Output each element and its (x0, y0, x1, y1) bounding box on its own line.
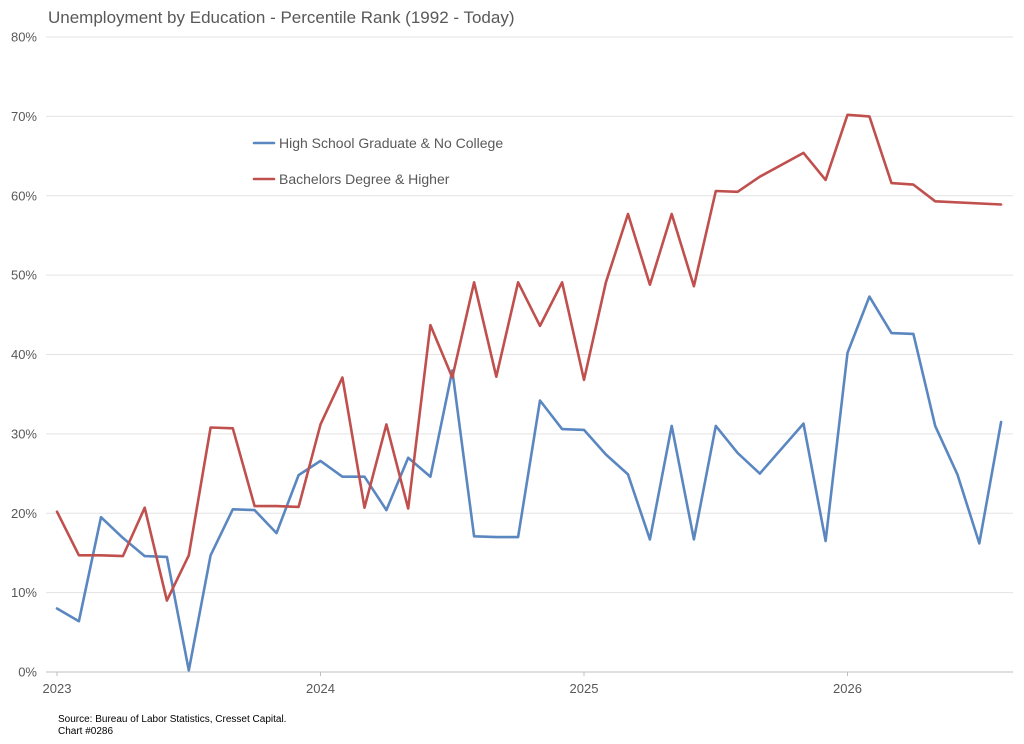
y-tick-label: 50% (11, 268, 37, 283)
chart-title: Unemployment by Education - Percentile R… (48, 8, 515, 27)
y-tick-label: 60% (11, 188, 37, 203)
legend: High School Graduate & No College Bachelo… (252, 135, 503, 187)
chart-id-note: Chart #0286 (58, 726, 114, 737)
series-line-bachelors (55, 113, 1003, 602)
source-note: Source: Bureau of Labor Statistics, Cres… (58, 714, 287, 725)
y-tick-label: 30% (11, 426, 37, 441)
y-tick-label: 10% (11, 585, 37, 600)
x-tick-label: 2024 (306, 681, 335, 696)
y-tick-label: 70% (11, 109, 37, 124)
y-tick-label: 80% (11, 30, 37, 45)
x-tick-label: 2025 (570, 681, 599, 696)
x-tick-label: 2023 (43, 681, 72, 696)
footnote: Source: Bureau of Labor Statistics, Cres… (58, 714, 286, 738)
y-tick-label: 20% (11, 506, 37, 521)
y-tick-label: 40% (11, 347, 37, 362)
series-lines (55, 113, 1003, 672)
legend-label: Bachelors Degree & Higher (279, 171, 450, 187)
legend-label: High School Graduate & No College (279, 135, 503, 151)
series-line-high-school (55, 295, 1003, 672)
axes: 0% 10% 20% 30% 40% 50% 60% 70% 80% 2023 2024 2025 20… (11, 30, 1013, 696)
gridlines (46, 36, 1013, 594)
x-tick-label: 2026 (833, 681, 862, 696)
y-tick-label: 0% (18, 665, 37, 680)
